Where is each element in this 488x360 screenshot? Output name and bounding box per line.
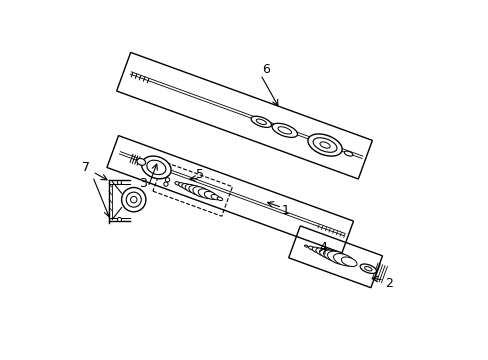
Ellipse shape xyxy=(204,192,216,199)
Ellipse shape xyxy=(327,251,348,265)
Ellipse shape xyxy=(311,247,321,253)
Ellipse shape xyxy=(188,185,203,195)
Text: 7: 7 xyxy=(81,161,89,174)
Text: 4: 4 xyxy=(319,241,326,255)
Ellipse shape xyxy=(271,123,297,138)
Ellipse shape xyxy=(182,184,192,190)
Ellipse shape xyxy=(185,184,198,193)
Ellipse shape xyxy=(178,183,185,188)
Ellipse shape xyxy=(312,138,336,152)
Ellipse shape xyxy=(146,160,165,175)
Ellipse shape xyxy=(364,266,371,271)
Text: 6: 6 xyxy=(262,63,269,76)
Ellipse shape xyxy=(341,257,356,266)
Ellipse shape xyxy=(163,182,168,186)
Ellipse shape xyxy=(304,245,307,247)
Ellipse shape xyxy=(217,197,222,201)
Ellipse shape xyxy=(122,188,145,212)
Ellipse shape xyxy=(323,250,342,262)
Ellipse shape xyxy=(175,182,180,185)
Text: 5: 5 xyxy=(196,168,203,181)
Ellipse shape xyxy=(319,249,335,259)
Ellipse shape xyxy=(344,151,352,156)
Ellipse shape xyxy=(308,246,314,250)
Ellipse shape xyxy=(165,177,169,182)
Ellipse shape xyxy=(307,134,342,156)
Text: 1: 1 xyxy=(281,204,289,217)
Ellipse shape xyxy=(315,248,328,256)
Ellipse shape xyxy=(256,119,266,125)
Text: 3: 3 xyxy=(139,177,146,190)
Ellipse shape xyxy=(360,264,376,274)
Ellipse shape xyxy=(126,192,141,207)
Ellipse shape xyxy=(250,116,271,127)
Ellipse shape xyxy=(137,158,145,165)
Ellipse shape xyxy=(198,189,213,199)
Ellipse shape xyxy=(211,194,219,200)
Ellipse shape xyxy=(142,156,171,179)
Text: 2: 2 xyxy=(385,277,392,290)
Ellipse shape xyxy=(319,142,329,148)
Ellipse shape xyxy=(333,253,353,266)
Ellipse shape xyxy=(130,197,137,203)
Ellipse shape xyxy=(192,187,209,197)
Ellipse shape xyxy=(278,127,291,134)
